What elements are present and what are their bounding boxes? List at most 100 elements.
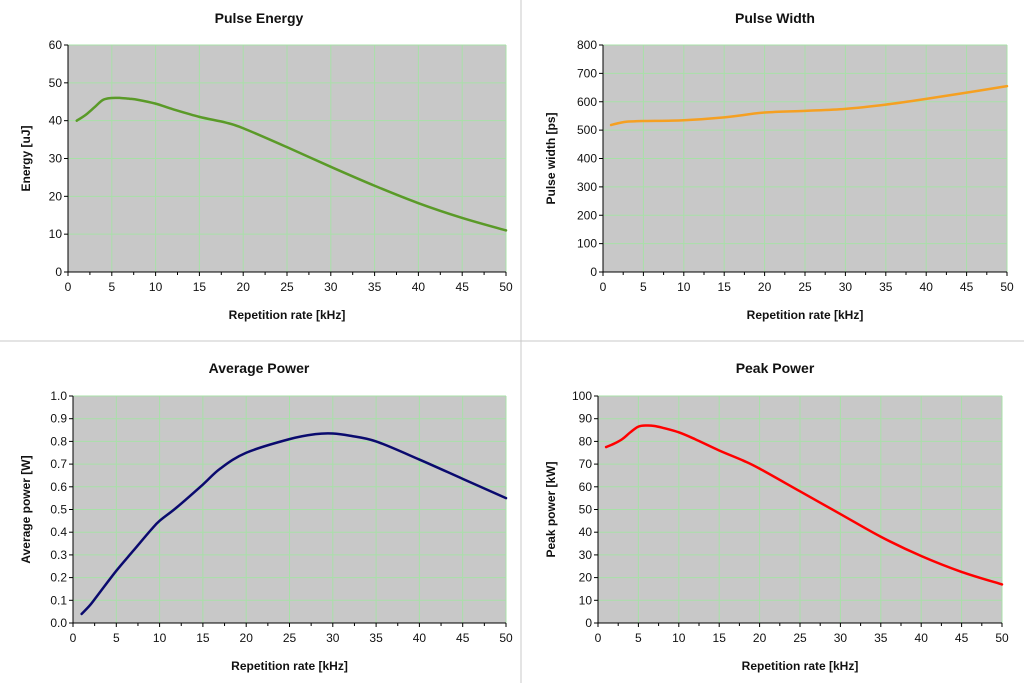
peak-power-data-point [637,425,639,427]
pulse-energy-x-tick-label: 35 [368,280,382,294]
average-power-x-tick-label: 25 [283,631,297,645]
pulse-energy-data-point [286,146,288,148]
peak-power-y-axis-label: Peak power [kW] [544,461,558,557]
pulse-energy-y-tick-label: 50 [49,76,63,90]
average-power-y-axis-label: Average power [W] [19,455,33,563]
pulse-energy-data-point [242,127,244,129]
average-power-y-tick-label: 0.9 [50,412,67,426]
peak-power-y-tick-label: 100 [572,389,592,403]
pulse-width-x-tick-label: 20 [758,280,772,294]
peak-power-y-tick-label: 30 [579,548,593,562]
pulse-energy-y-tick-label: 0 [55,265,62,279]
average-power-y-tick-label: 0.3 [50,548,67,562]
peak-power-x-tick-label: 40 [915,631,929,645]
pulse-energy-data-point [102,99,104,101]
average-power-data-point [132,549,134,551]
pulse-energy-x-tick-label: 30 [324,280,338,294]
pulse-energy-data-point [119,97,121,99]
peak-power-data-point [621,438,623,440]
pulse-energy-data-point [137,99,139,101]
pulse-width-x-tick-label: 45 [960,280,974,294]
pulse-energy-data-point [505,229,507,231]
pulse-energy-x-tick-label: 20 [237,280,251,294]
pulse-energy-y-tick-label: 30 [49,152,63,166]
pulse-energy-data-point [198,116,200,118]
average-power-x-tick-label: 30 [326,631,340,645]
peak-power-data-point [605,446,607,448]
peak-power-y-tick-label: 70 [579,457,593,471]
average-power-x-tick-label: 20 [240,631,254,645]
pulse-energy-x-tick-label: 50 [499,280,513,294]
average-power-y-tick-label: 0.1 [50,593,67,607]
peak-power-y-tick-label: 0 [585,616,592,630]
peak-power-x-tick-label: 25 [793,631,807,645]
peak-power-y-tick-label: 90 [579,412,593,426]
pulse-width-y-tick-label: 200 [577,208,597,222]
average-power-y-tick-label: 1.0 [50,389,67,403]
pulse-width-y-tick-label: 500 [577,123,597,137]
pulse-width-series-line [609,84,1009,127]
peak-power-x-tick-label: 10 [672,631,686,645]
pulse-energy-x-tick-label: 40 [412,280,426,294]
average-power-x-tick-label: 50 [499,631,513,645]
peak-power-x-axis-label: Repetition rate [kHz] [742,659,859,673]
peak-power-data-point [645,424,647,426]
pulse-width-x-tick-label: 35 [879,280,893,294]
peak-power-data-point [960,571,962,573]
peak-power-title: Peak Power [736,360,815,376]
average-power-data-point [80,613,82,615]
pulse-width-data-point [763,111,765,113]
peak-power-x-tick-label: 30 [834,631,848,645]
average-power-y-tick-label: 0.4 [50,525,67,539]
pulse-width-x-tick-label: 10 [677,280,691,294]
average-power-data-point [505,497,507,499]
peak-power-y-tick-label: 20 [579,571,593,585]
peak-power-x-tick-label: 15 [713,631,727,645]
average-power-x-tick-label: 45 [456,631,470,645]
average-power-data-point [150,529,152,531]
pulse-width-x-tick-label: 40 [920,280,934,294]
peak-power-data-point [718,449,720,451]
pulse-energy-x-tick-label: 0 [65,280,72,294]
peak-power-data-point [1001,583,1003,585]
peak-power-data-point [629,431,631,433]
average-power-data-point [89,604,91,606]
pulse-width-data-point [1006,85,1008,87]
pulse-width-y-axis-label: Pulse width [ps] [544,112,558,204]
average-power-data-point [245,452,247,454]
peak-power-x-tick-label: 35 [874,631,888,645]
pulse-energy-y-tick-label: 10 [49,227,63,241]
peak-power-data-point [880,536,882,538]
pulse-width-x-tick-label: 30 [839,280,853,294]
peak-power-y-tick-label: 50 [579,503,593,517]
peak-power-y-tick-label: 40 [579,525,593,539]
pulse-width-y-tick-label: 700 [577,66,597,80]
pulse-energy-data-point [111,97,113,99]
average-power-data-point [375,440,377,442]
pulse-energy-data-point [172,108,174,110]
average-power-y-tick-label: 0.7 [50,457,67,471]
pulse-energy-y-axis-label: Energy [uJ] [19,125,33,191]
pulse-width-data-point [723,116,725,118]
peak-power-series-line [604,424,1004,586]
average-power-data-point [314,433,316,435]
peak-power-data-point [613,442,615,444]
peak-power-x-tick-label: 50 [995,631,1009,645]
pulse-energy-x-tick-label: 10 [149,280,163,294]
pulse-energy-x-tick-label: 25 [280,280,294,294]
pulse-width-x-tick-label: 5 [640,280,647,294]
pulse-width-x-tick-label: 0 [600,280,607,294]
pulse-energy-data-point [417,202,419,204]
pulse-width-data-point [885,103,887,105]
average-power-x-tick-label: 0 [70,631,77,645]
pulse-width-data-point [683,119,685,121]
pulse-width-x-axis-label: Repetition rate [kHz] [747,308,864,322]
pulse-energy-series-line [75,96,508,232]
peak-power-x-tick-label: 5 [635,631,642,645]
pulse-energy-data-point [128,98,130,100]
average-power-y-tick-label: 0.6 [50,480,67,494]
average-power-chart: Average Power 0.0 0.1 0.2 0.3 0.4 0.5 0.6 0.7 0.8… [19,360,513,673]
pulse-energy-data-point [330,166,332,168]
average-power-y-tick-label: 0.0 [50,616,67,630]
